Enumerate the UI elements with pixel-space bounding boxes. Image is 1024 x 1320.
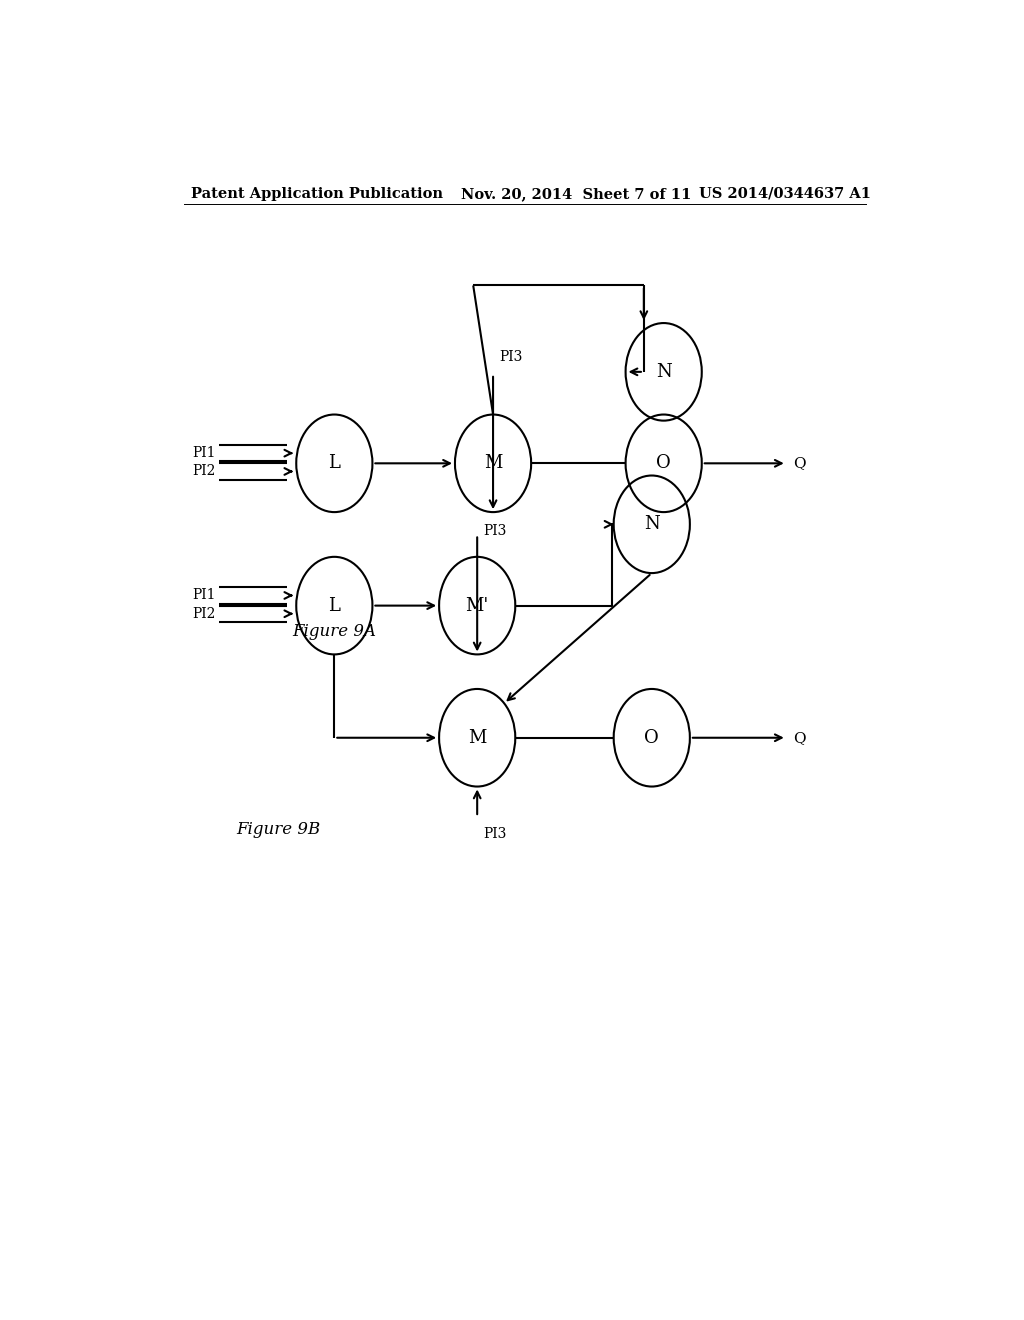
Text: PI2: PI2 <box>191 607 215 620</box>
Text: M: M <box>484 454 502 473</box>
Text: M: M <box>468 729 486 747</box>
Text: PI3: PI3 <box>500 350 523 364</box>
Text: L: L <box>329 454 340 473</box>
Text: O: O <box>644 729 659 747</box>
Text: PI2: PI2 <box>191 465 215 478</box>
Text: L: L <box>329 597 340 615</box>
Text: Nov. 20, 2014  Sheet 7 of 11: Nov. 20, 2014 Sheet 7 of 11 <box>461 187 691 201</box>
Text: PI3: PI3 <box>483 828 507 841</box>
Text: Q: Q <box>793 457 806 470</box>
Text: Figure 9A: Figure 9A <box>292 623 377 639</box>
Text: Patent Application Publication: Patent Application Publication <box>191 187 443 201</box>
Text: O: O <box>656 454 671 473</box>
Text: M': M' <box>466 597 488 615</box>
Text: Q: Q <box>793 731 806 744</box>
Text: US 2014/0344637 A1: US 2014/0344637 A1 <box>699 187 871 201</box>
Text: PI1: PI1 <box>191 446 215 461</box>
Text: N: N <box>655 363 672 381</box>
Text: Figure 9B: Figure 9B <box>237 821 321 838</box>
Text: N: N <box>644 515 659 533</box>
Text: PI3: PI3 <box>483 524 507 539</box>
Text: PI1: PI1 <box>191 589 215 602</box>
